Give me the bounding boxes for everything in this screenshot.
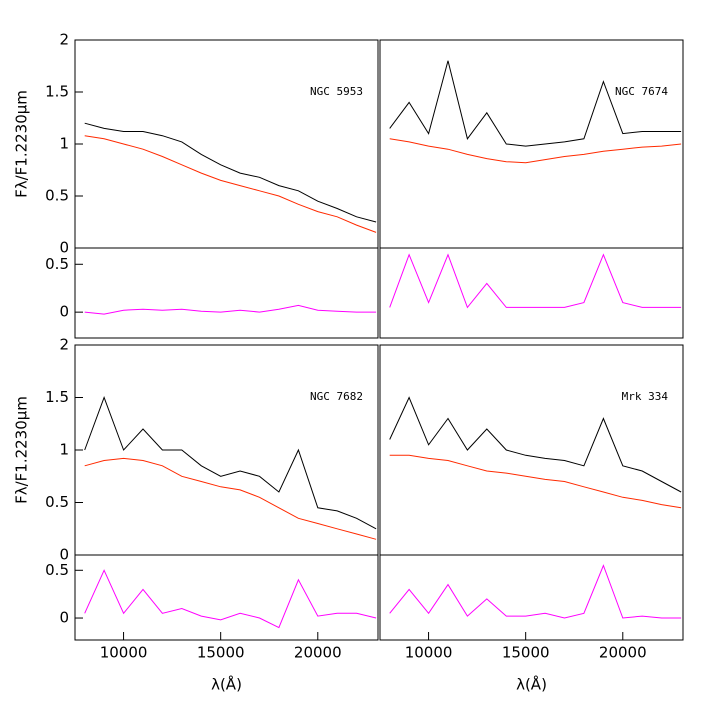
panel-frame bbox=[379, 344, 684, 556]
y-tick-label: 0.5 bbox=[45, 187, 69, 205]
y-tick-label: 0 bbox=[59, 303, 69, 321]
y-tick-label: 0 bbox=[59, 239, 69, 257]
y-axis-label: Fλ/F1.2230μm bbox=[13, 90, 31, 198]
x-tick-label: 10000 bbox=[100, 644, 148, 662]
x-tick-label: 20000 bbox=[294, 644, 342, 662]
panel-frame bbox=[379, 247, 684, 339]
x-axis-label: λ(Å) bbox=[516, 675, 547, 694]
spectrum-line bbox=[84, 135, 377, 233]
spectrum-line bbox=[389, 138, 682, 164]
y-tick-label: 2 bbox=[59, 31, 69, 49]
panel-frame bbox=[379, 39, 684, 249]
x-tick-label: 10000 bbox=[405, 644, 453, 662]
spectrum-line bbox=[389, 396, 682, 493]
panel-frame bbox=[74, 247, 379, 339]
x-tick-label: 15000 bbox=[197, 644, 245, 662]
x-tick-label: 15000 bbox=[502, 644, 550, 662]
y-tick-label: 1.5 bbox=[45, 83, 69, 101]
spectrum-line bbox=[389, 564, 682, 619]
spectrum-line bbox=[84, 396, 377, 530]
x-axis-label: λ(Å) bbox=[211, 675, 242, 694]
panel-label: NGC 7682 bbox=[310, 390, 363, 403]
y-tick-label: 0.5 bbox=[45, 561, 69, 579]
spectrum-line bbox=[389, 454, 682, 509]
y-axis-label: Fλ/F1.2230μm bbox=[13, 396, 31, 504]
panel-frame bbox=[379, 554, 684, 641]
y-tick-label: 1.5 bbox=[45, 388, 69, 406]
y-tick-label: 0 bbox=[59, 546, 69, 564]
panel-label: Mrk 334 bbox=[622, 390, 669, 403]
y-tick-label: 1 bbox=[59, 135, 69, 153]
panel-frame bbox=[74, 554, 379, 641]
y-tick-label: 1 bbox=[59, 441, 69, 459]
y-tick-label: 0.5 bbox=[45, 255, 69, 273]
panel-label: NGC 7674 bbox=[615, 85, 668, 98]
y-tick-label: 0.5 bbox=[45, 493, 69, 511]
spectrum-line bbox=[84, 457, 377, 540]
y-tick-label: 2 bbox=[59, 336, 69, 354]
spectrum-line bbox=[389, 253, 682, 309]
spectrum-line bbox=[389, 60, 682, 147]
spectrum-line bbox=[84, 569, 377, 629]
y-tick-label: 0 bbox=[59, 609, 69, 627]
panel-label: NGC 5953 bbox=[310, 85, 363, 98]
spectrum-line bbox=[84, 122, 377, 223]
panel-frame bbox=[74, 344, 379, 556]
panel-frame bbox=[74, 39, 379, 249]
spectrum-line bbox=[84, 304, 377, 315]
x-tick-label: 20000 bbox=[599, 644, 647, 662]
